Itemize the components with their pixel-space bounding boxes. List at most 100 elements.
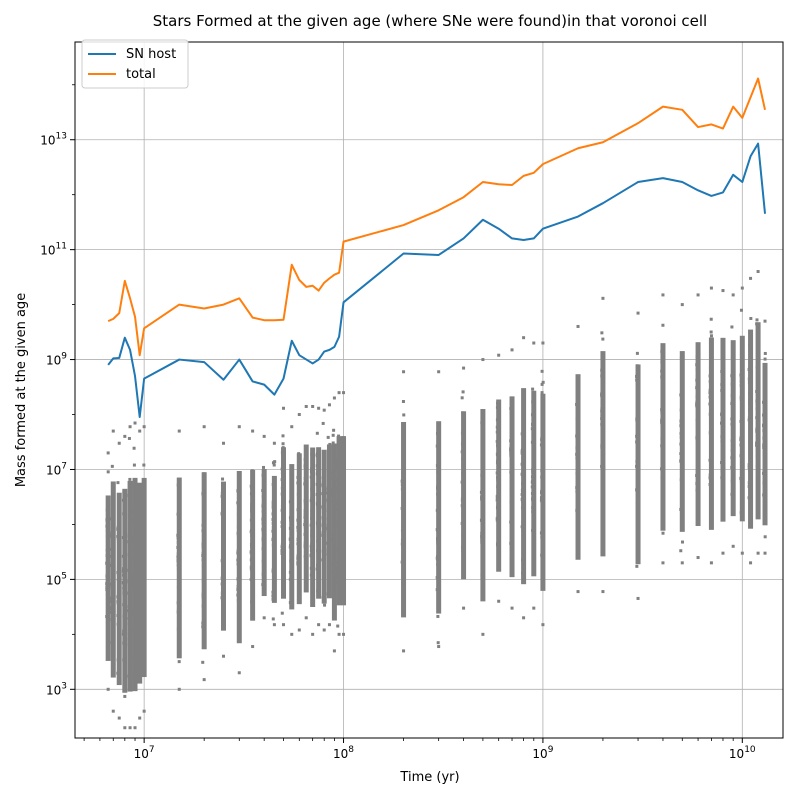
scatter-point	[748, 421, 752, 425]
scatter-point	[436, 497, 440, 501]
scatter-point	[326, 517, 330, 521]
scatter-point	[748, 377, 752, 381]
scatter-point	[576, 480, 580, 484]
scatter-point	[128, 525, 132, 529]
scatter-point	[251, 559, 255, 563]
scatter-point	[311, 556, 315, 560]
scatter-point	[106, 533, 110, 537]
scatter-point	[337, 509, 341, 513]
scatter-point	[290, 470, 294, 474]
scatter-point	[739, 308, 743, 312]
scatter-point	[721, 551, 725, 555]
scatter-point	[661, 413, 665, 417]
scatter-point	[317, 535, 321, 539]
scatter-point	[272, 551, 276, 555]
scatter-point	[720, 439, 724, 443]
scatter-point	[132, 640, 136, 644]
scatter-point	[133, 421, 137, 425]
scatter-point	[321, 531, 325, 535]
scatter-point	[331, 493, 335, 497]
scatter-point	[437, 513, 441, 517]
scatter-point	[509, 470, 513, 474]
scatter-point	[764, 425, 768, 429]
scatter-point	[132, 655, 136, 659]
scatter-point	[296, 508, 300, 512]
scatter-point	[202, 472, 206, 476]
scatter-point	[322, 521, 326, 525]
scatter-point	[236, 551, 240, 555]
scatter-point	[281, 503, 285, 507]
scatter-point	[756, 438, 760, 442]
scatter-point	[661, 431, 665, 435]
scatter-point	[763, 463, 767, 467]
scatter-point	[520, 472, 524, 476]
scatter-point	[310, 509, 314, 513]
scatter-point	[290, 557, 294, 561]
scatter-point	[520, 525, 524, 529]
scatter-point	[142, 601, 146, 605]
scatter-point	[532, 464, 536, 468]
scatter-point	[762, 413, 766, 417]
scatter-point	[290, 506, 294, 510]
scatter-point	[117, 636, 121, 640]
scatter-point	[600, 482, 604, 486]
scatter-point	[749, 407, 753, 411]
scatter-point	[659, 467, 663, 471]
scatter-point	[509, 518, 513, 522]
scatter-point	[521, 528, 525, 532]
scatter-point	[730, 465, 734, 469]
scatter-point	[333, 483, 337, 487]
scatter-point	[142, 599, 146, 603]
scatter-point	[105, 535, 109, 539]
scatter-point	[110, 547, 114, 551]
scatter-point	[763, 383, 767, 387]
scatter-point	[332, 428, 336, 432]
scatter-point	[531, 546, 535, 550]
scatter-point	[747, 481, 751, 485]
scatter-column	[679, 351, 685, 532]
scatter-point	[296, 481, 300, 485]
scatter-point	[123, 594, 127, 598]
scatter-point	[137, 632, 141, 636]
scatter-point	[731, 544, 735, 548]
scatter-point	[321, 484, 325, 488]
scatter-point	[749, 426, 753, 430]
scatter-point	[110, 596, 114, 600]
scatter-point	[316, 558, 320, 562]
scatter-point	[755, 454, 759, 458]
scatter-point	[122, 586, 126, 590]
scatter-point	[436, 541, 440, 545]
scatter-point	[311, 506, 315, 510]
scatter-point	[660, 461, 664, 465]
scatter-point	[297, 522, 301, 526]
scatter-point	[128, 548, 132, 552]
scatter-point	[481, 411, 485, 415]
scatter-point	[708, 395, 712, 399]
scatter-point	[541, 540, 545, 544]
scatter-point	[289, 535, 293, 539]
scatter-point	[522, 418, 526, 422]
scatter-point	[110, 610, 114, 614]
scatter-point	[117, 582, 121, 586]
scatter-point	[127, 616, 131, 620]
scatter-point	[322, 555, 326, 559]
scatter-point	[310, 533, 314, 537]
scatter-point	[341, 505, 345, 509]
scatter-point	[282, 527, 286, 531]
scatter-point	[481, 544, 485, 548]
scatter-point	[177, 519, 181, 523]
scatter-point	[138, 544, 142, 548]
scatter-point	[522, 543, 526, 547]
scatter-point	[106, 585, 110, 589]
scatter-point	[271, 517, 275, 521]
scatter-point	[510, 530, 514, 534]
scatter-point	[261, 473, 265, 477]
scatter-point	[128, 495, 132, 499]
scatter-point	[250, 616, 254, 620]
scatter-point	[304, 464, 308, 468]
scatter-point	[636, 484, 640, 488]
scatter-point	[262, 434, 266, 438]
scatter-point	[249, 543, 253, 547]
scatter-point	[105, 588, 109, 592]
scatter-point	[695, 355, 699, 359]
